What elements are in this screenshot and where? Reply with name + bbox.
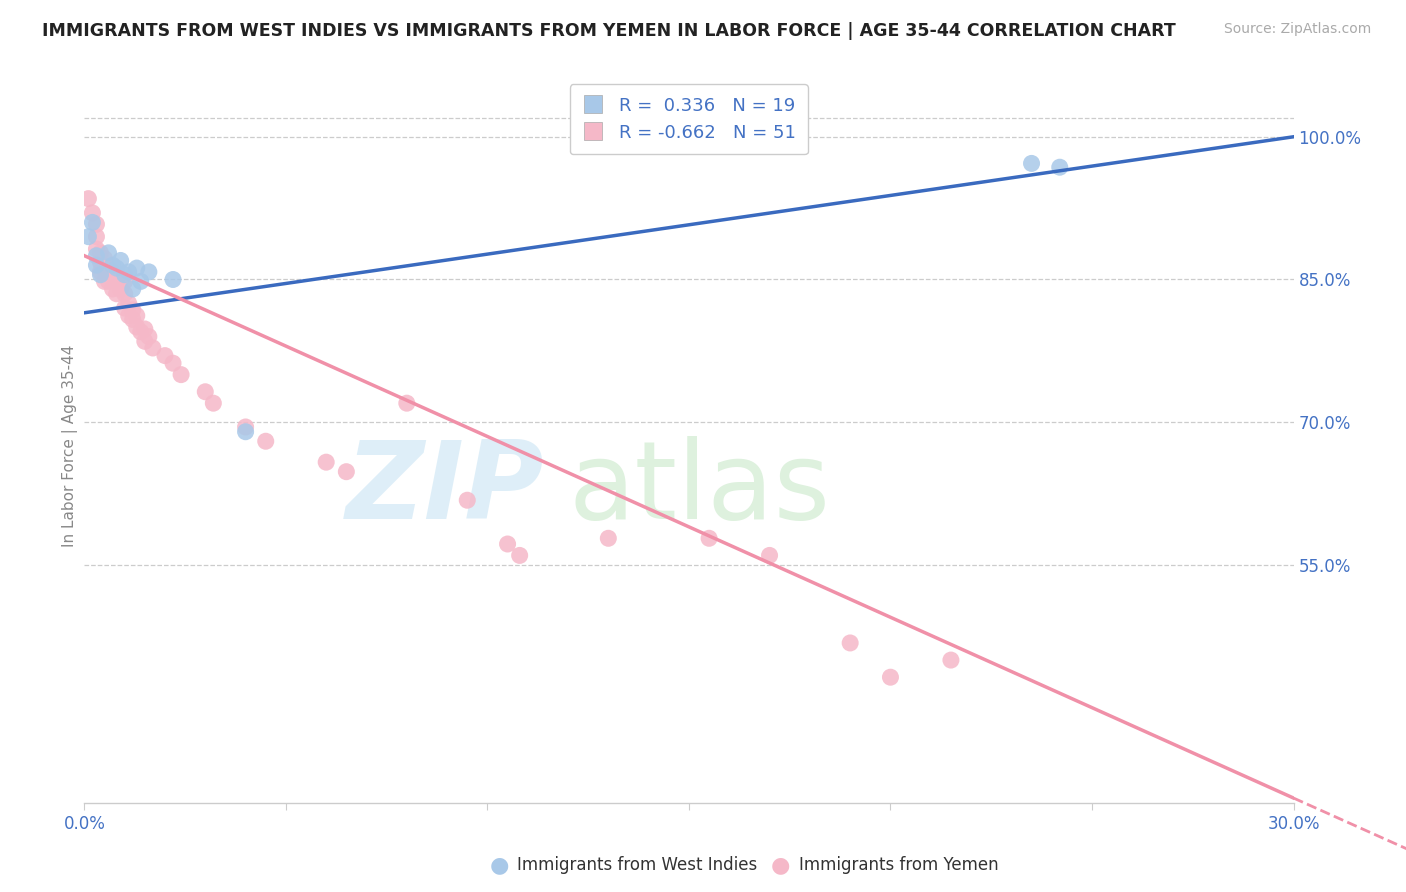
Text: ●: ● bbox=[770, 855, 790, 875]
Text: atlas: atlas bbox=[568, 436, 830, 541]
Point bbox=[235, 420, 257, 434]
Y-axis label: In Labor Force | Age 35-44: In Labor Force | Age 35-44 bbox=[62, 345, 79, 547]
Point bbox=[335, 465, 357, 479]
Point bbox=[86, 249, 108, 263]
Point bbox=[86, 258, 108, 272]
Point bbox=[89, 265, 111, 279]
Text: Source: ZipAtlas.com: Source: ZipAtlas.com bbox=[1223, 22, 1371, 37]
Point bbox=[134, 334, 156, 349]
Point bbox=[77, 192, 100, 206]
Point bbox=[97, 261, 120, 276]
Point bbox=[121, 312, 143, 326]
Point bbox=[82, 206, 104, 220]
Point bbox=[456, 493, 478, 508]
Text: IMMIGRANTS FROM WEST INDIES VS IMMIGRANTS FROM YEMEN IN LABOR FORCE | AGE 35-44 : IMMIGRANTS FROM WEST INDIES VS IMMIGRANT… bbox=[42, 22, 1175, 40]
Point bbox=[97, 245, 120, 260]
Point bbox=[162, 272, 184, 286]
Point bbox=[101, 258, 124, 272]
Point bbox=[879, 670, 901, 684]
Legend: R =  0.336   N = 19, R = -0.662   N = 51: R = 0.336 N = 19, R = -0.662 N = 51 bbox=[569, 84, 808, 154]
Point bbox=[121, 302, 143, 317]
Point bbox=[89, 268, 111, 282]
Point bbox=[162, 356, 184, 370]
Point bbox=[170, 368, 193, 382]
Point bbox=[758, 549, 780, 563]
Point bbox=[202, 396, 225, 410]
Point bbox=[114, 274, 136, 288]
Point bbox=[1021, 156, 1043, 170]
Point bbox=[118, 265, 141, 279]
Point bbox=[114, 286, 136, 301]
Point bbox=[939, 653, 962, 667]
Point bbox=[77, 229, 100, 244]
Point bbox=[105, 261, 128, 276]
Point bbox=[496, 537, 519, 551]
Point bbox=[110, 253, 132, 268]
Point bbox=[110, 282, 132, 296]
Point bbox=[1049, 160, 1071, 174]
Point bbox=[86, 242, 108, 256]
Point bbox=[839, 636, 862, 650]
Point bbox=[118, 296, 141, 310]
Point bbox=[89, 245, 111, 260]
Point bbox=[89, 255, 111, 269]
Point bbox=[509, 549, 531, 563]
Point bbox=[598, 531, 620, 545]
Point bbox=[125, 309, 148, 323]
Point bbox=[86, 229, 108, 244]
Point bbox=[86, 217, 108, 231]
Point bbox=[105, 286, 128, 301]
Point bbox=[134, 322, 156, 336]
Point bbox=[82, 215, 104, 229]
Point bbox=[138, 265, 160, 279]
Point bbox=[114, 301, 136, 315]
Point bbox=[93, 263, 115, 277]
Point bbox=[114, 268, 136, 282]
Point bbox=[138, 329, 160, 343]
Point bbox=[105, 272, 128, 286]
Point bbox=[121, 282, 143, 296]
Point bbox=[254, 434, 277, 449]
Text: Immigrants from West Indies: Immigrants from West Indies bbox=[517, 856, 758, 874]
Text: Immigrants from Yemen: Immigrants from Yemen bbox=[799, 856, 998, 874]
Point bbox=[153, 349, 176, 363]
Point bbox=[235, 425, 257, 439]
Point bbox=[142, 341, 165, 355]
Point bbox=[125, 261, 148, 276]
Point bbox=[129, 274, 152, 288]
Point bbox=[97, 274, 120, 288]
Point bbox=[395, 396, 418, 410]
Point bbox=[697, 531, 720, 545]
Point bbox=[93, 252, 115, 266]
Point bbox=[315, 455, 337, 469]
Point bbox=[101, 265, 124, 279]
Point bbox=[118, 309, 141, 323]
Point bbox=[125, 320, 148, 334]
Point bbox=[101, 282, 124, 296]
Point bbox=[93, 274, 115, 288]
Point bbox=[129, 325, 152, 339]
Point bbox=[194, 384, 217, 399]
Text: ZIP: ZIP bbox=[346, 436, 544, 541]
Text: ●: ● bbox=[489, 855, 509, 875]
